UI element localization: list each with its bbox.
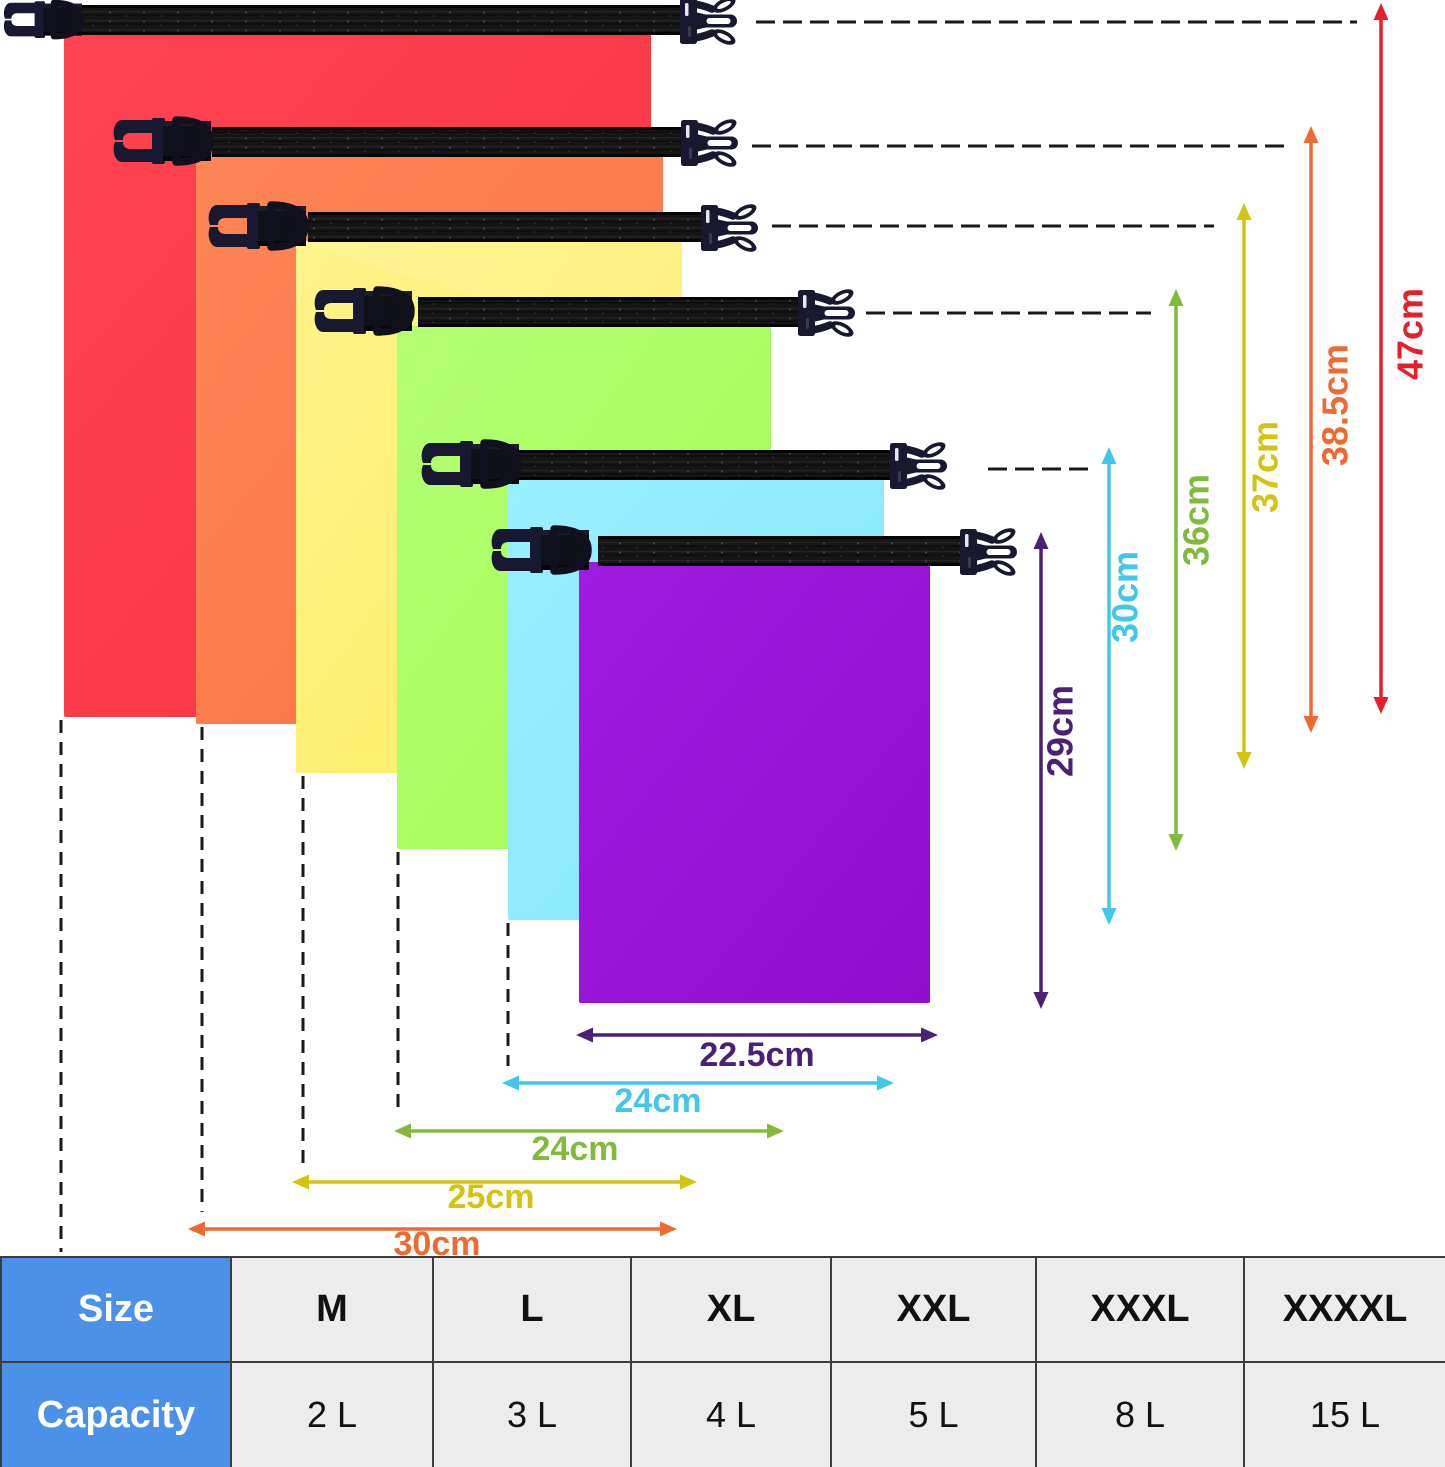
svg-text:38.5cm: 38.5cm [1315, 344, 1356, 466]
svg-text:30cm: 30cm [394, 1225, 481, 1256]
svg-text:22.5cm: 22.5cm [699, 1036, 814, 1074]
svg-text:36cm: 36cm [1176, 474, 1217, 566]
svg-text:25cm: 25cm [448, 1178, 535, 1216]
svg-text:29cm: 29cm [1040, 685, 1081, 777]
svg-text:30cm: 30cm [1105, 551, 1146, 643]
svg-text:37cm: 37cm [1245, 421, 1286, 513]
svg-text:24cm: 24cm [532, 1130, 619, 1168]
svg-text:24cm: 24cm [615, 1082, 702, 1120]
svg-text:47cm: 47cm [1390, 288, 1431, 380]
